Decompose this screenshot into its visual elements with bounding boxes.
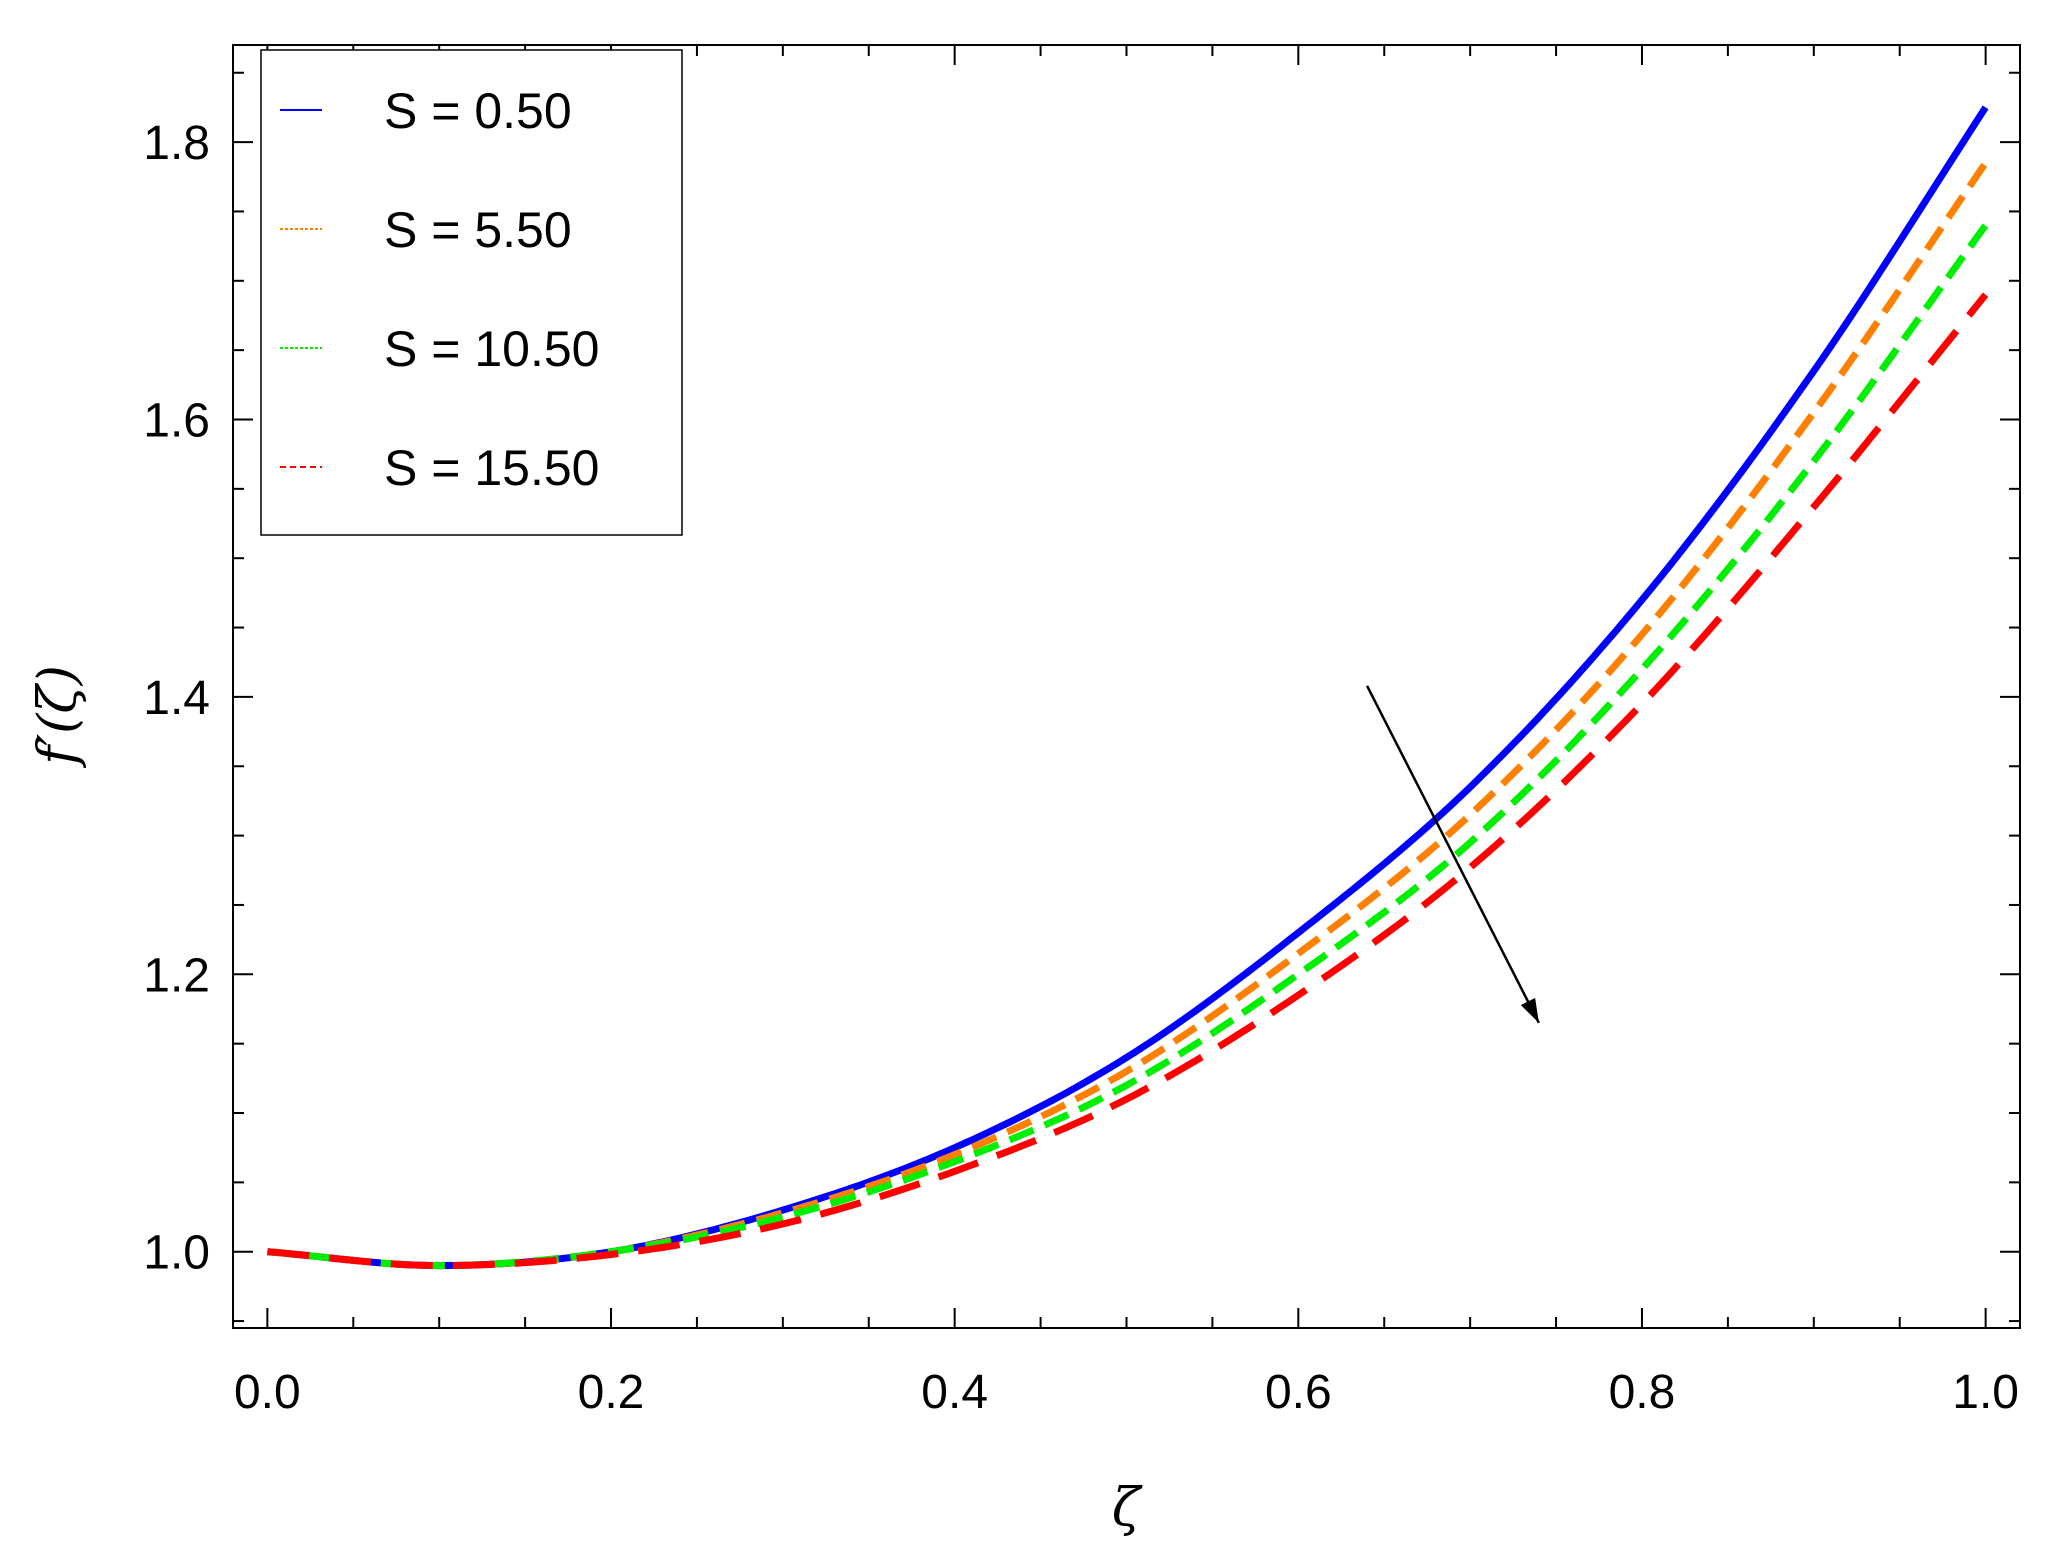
annotation-arrow-head [1520, 997, 1539, 1023]
y-axis-title: f′(ζ) [28, 665, 88, 769]
y-tick-label: 1.6 [143, 394, 210, 447]
x-axis-title: ζ [1112, 1478, 1143, 1538]
legend-label: S = 0.50 [384, 83, 572, 139]
y-tick-label: 1.2 [143, 949, 210, 1002]
x-tick-label: 0.6 [1265, 1366, 1332, 1419]
x-tick-label: 0.2 [578, 1366, 645, 1419]
legend-label: S = 10.50 [384, 321, 599, 377]
x-tick-label: 0.8 [1609, 1366, 1676, 1419]
y-tick-labels: 1.0 1.2 1.4 1.6 1.8 [143, 117, 210, 1280]
legend: S = 0.50 S = 5.50 S = 10.50 S = 15.50 [260, 49, 683, 536]
x-tick-labels: 0.0 0.2 0.4 0.6 0.8 1.0 [234, 1366, 2019, 1419]
x-tick-label: 0.0 [234, 1366, 301, 1419]
series-line-4 [267, 292, 1989, 1270]
y-tick-label: 1.8 [143, 117, 210, 170]
y-tick-label: 1.0 [143, 1227, 210, 1280]
annotations [1365, 685, 1540, 1024]
x-tick-label: 1.0 [1952, 1366, 2019, 1419]
annotation-arrow-line [1365, 685, 1540, 1024]
legend-label: S = 15.50 [384, 440, 599, 496]
y-tick-label: 1.4 [143, 672, 210, 725]
series-lines [267, 105, 1989, 1270]
legend-box [260, 49, 683, 536]
x-tick-label: 0.4 [921, 1366, 988, 1419]
legend-label: S = 5.50 [384, 202, 572, 258]
